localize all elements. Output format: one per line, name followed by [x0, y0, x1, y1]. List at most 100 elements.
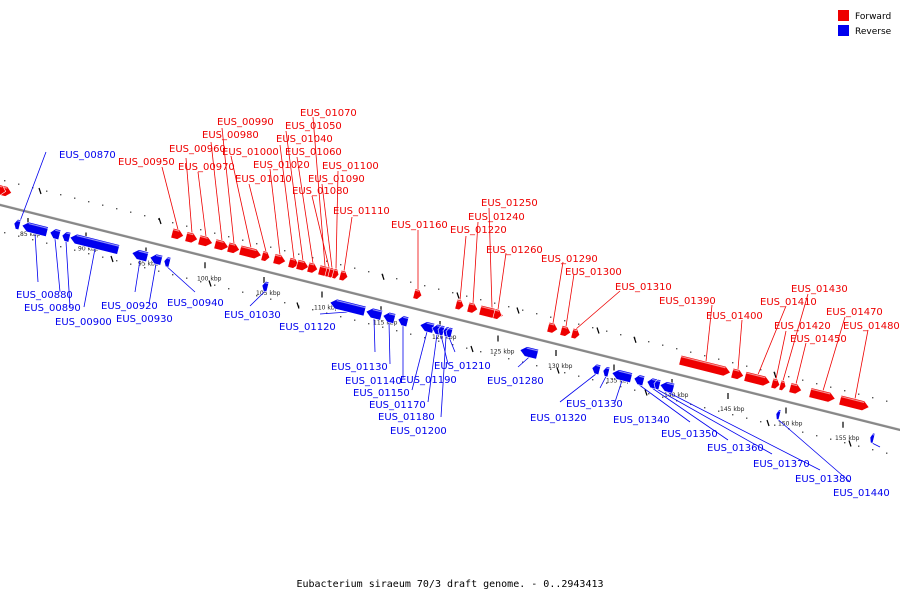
- forward-gene-arrow: [559, 325, 572, 337]
- gene-label: EUS_00980: [202, 130, 259, 141]
- forward-gene-arrow: [492, 308, 503, 320]
- track-dot: [46, 190, 48, 192]
- forward-gene-arrow: [170, 227, 185, 240]
- track-dot: [18, 235, 20, 237]
- track-dot: [242, 291, 244, 293]
- label-leader-line: [65, 241, 71, 308]
- gene-label: EUS_01350: [661, 429, 718, 440]
- track-dot: [312, 257, 314, 259]
- scale-tick-label: 125 kbp: [490, 349, 515, 356]
- track-dot: [718, 410, 720, 412]
- label-leader-line: [552, 261, 564, 324]
- track-dot: [858, 445, 860, 447]
- track-dot: [522, 361, 524, 363]
- gene-label: EUS_01420: [774, 321, 831, 332]
- label-leader-line: [757, 305, 787, 375]
- gene-label: EUS_00960: [169, 144, 226, 155]
- scale-tick-label: 110 kbp: [314, 305, 339, 312]
- gap-mark: [633, 336, 637, 343]
- gene-label: EUS_01130: [331, 362, 388, 373]
- track-dot: [172, 274, 174, 276]
- reverse-gene-arrow: [382, 311, 397, 324]
- track-dot: [606, 330, 608, 332]
- gene-label: EUS_01360: [707, 443, 764, 454]
- reverse-gene-arrow: [49, 228, 62, 241]
- gene-label: EUS_01180: [378, 412, 435, 423]
- label-leader-line: [166, 266, 196, 293]
- gene-label: EUS_01330: [566, 399, 623, 410]
- gene-label: EUS_01120: [279, 322, 336, 333]
- label-leader-line: [230, 155, 252, 248]
- track-dot: [746, 365, 748, 367]
- gap-mark: [38, 187, 42, 195]
- gene-label: EUS_01190: [400, 375, 457, 386]
- label-leader-line: [54, 238, 61, 293]
- backbone-line: [0, 203, 900, 432]
- track-dot: [662, 344, 664, 346]
- forward-gene-arrow: [678, 354, 731, 377]
- reverse-gene-arrow: [602, 366, 611, 378]
- forward-gene-arrow: [272, 253, 287, 266]
- label-leader-line: [517, 356, 530, 368]
- scale-tick-label: 120 kbp: [432, 334, 457, 341]
- track-dot: [858, 393, 860, 395]
- gene-label: EUS_00990: [217, 117, 274, 128]
- track-dot: [88, 253, 90, 255]
- gap-mark: [296, 302, 300, 309]
- scale-tick-label: 95 kbp: [138, 261, 159, 268]
- track-dot: [550, 368, 552, 370]
- track-dot: [760, 421, 762, 423]
- track-dot: [536, 365, 538, 367]
- genome-title: Eubacterium siraeum 70/3 draft genome. -…: [296, 579, 603, 590]
- gap-mark: [158, 217, 162, 225]
- track-dot: [4, 232, 6, 234]
- scale-tick-label: 90 kbp: [78, 246, 99, 253]
- track-dot: [620, 334, 622, 336]
- forward-gene-arrow: [730, 367, 745, 380]
- forward-gene-arrow: [546, 321, 559, 334]
- label-leader-line: [427, 334, 438, 403]
- label-leader-line: [148, 263, 157, 305]
- track-dot: [144, 215, 146, 217]
- track-dot: [690, 351, 692, 353]
- track-dot: [872, 397, 874, 399]
- gap-mark: [766, 419, 770, 427]
- track-dot: [354, 267, 356, 269]
- forward-gene-arrow: [260, 250, 271, 262]
- forward-gene-arrow: [743, 371, 771, 387]
- forward-gene-arrow: [412, 288, 423, 300]
- label-leader-line: [440, 335, 449, 365]
- track-dot: [704, 407, 706, 409]
- forward-gene-arrow: [306, 261, 319, 274]
- forward-gene-arrow: [466, 301, 479, 314]
- reverse-gene-arrow: [365, 307, 384, 321]
- track-dot: [88, 201, 90, 203]
- reverse-gene-arrow: [329, 298, 367, 317]
- track-dot: [494, 302, 496, 304]
- track-dot: [704, 355, 706, 357]
- gene-label: EUS_01380: [795, 474, 852, 485]
- track-dot: [816, 383, 818, 385]
- track-dot: [102, 256, 104, 258]
- label-leader-line: [472, 221, 479, 304]
- gene-label: EUS_00890: [24, 303, 81, 314]
- gene-label: EUS_01400: [706, 311, 763, 322]
- gene-label: EUS_01100: [322, 161, 379, 172]
- track-dot: [410, 333, 412, 335]
- gap-mark: [208, 280, 212, 287]
- gap-mark: [470, 345, 474, 353]
- label-leader-line: [599, 376, 607, 389]
- reverse-gene-arrow: [869, 432, 876, 444]
- track-dot: [550, 316, 552, 318]
- track-dot: [522, 309, 524, 311]
- track-dot: [634, 389, 636, 391]
- label-leader-line: [319, 311, 349, 315]
- track-dot: [228, 236, 230, 238]
- track-dot: [872, 449, 874, 451]
- label-leader-line: [248, 183, 267, 252]
- track-dot: [368, 323, 370, 325]
- track-dot: [200, 229, 202, 231]
- track-dot: [774, 424, 776, 426]
- gene-label: EUS_00880: [16, 290, 73, 301]
